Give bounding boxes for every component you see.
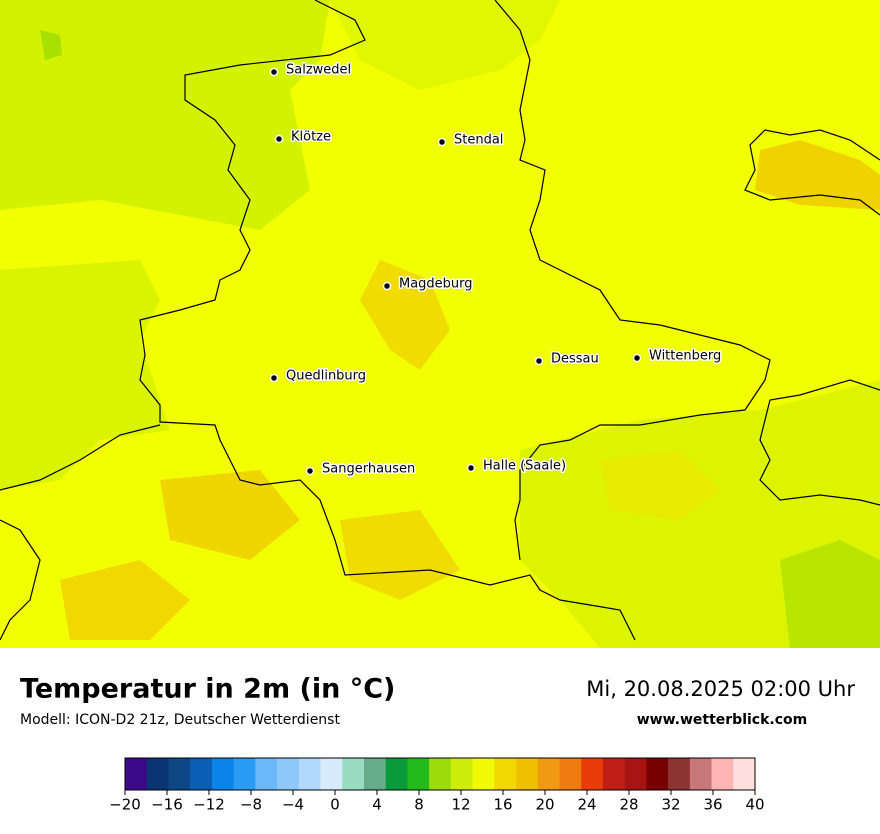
colorbar-segment: [385, 758, 408, 790]
colorbar-tick-label: 36: [703, 796, 722, 814]
city-dot: [269, 373, 279, 383]
colorbar-segment: [211, 758, 234, 790]
colorbar-tick-label: 32: [661, 796, 680, 814]
city-label: Stendal: [454, 133, 503, 148]
colorbar-segment: [516, 758, 539, 790]
colorbar-segment: [342, 758, 365, 790]
colorbar-frame: [124, 757, 756, 791]
colorbar-segment: [146, 758, 169, 790]
city-label: Dessau: [551, 352, 599, 367]
colorbar-segment: [277, 758, 300, 790]
colorbar-tick-label: 0: [330, 796, 340, 814]
model-source: Modell: ICON-D2 21z, Deutscher Wetterdie…: [20, 712, 340, 728]
colorbar-segment: [407, 758, 430, 790]
city-dot: [305, 466, 315, 476]
colorbar-segment: [450, 758, 473, 790]
city-dot: [534, 356, 544, 366]
colorbar-segment: [602, 758, 625, 790]
colorbar-tick-label: −4: [282, 796, 304, 814]
colorbar-segment: [711, 758, 734, 790]
city-dot: [274, 134, 284, 144]
colorbar-tick-label: −16: [151, 796, 183, 814]
city-dot: [382, 281, 392, 291]
city-label: Sangerhausen: [322, 462, 415, 477]
colorbar-tick-label: 12: [451, 796, 470, 814]
colorbar-tick-label: −8: [240, 796, 262, 814]
colorbar-segment: [624, 758, 647, 790]
city-label: Salzwedel: [286, 63, 351, 78]
forecast-time: Mi, 20.08.2025 02:00 Uhr: [586, 677, 855, 701]
website: www.wetterblick.com: [637, 712, 808, 728]
colorbar-tick-label: −12: [193, 796, 225, 814]
city-dot: [437, 137, 447, 147]
colorbar-segment: [581, 758, 604, 790]
city-labels: Salzwedel Klötze Stendal Magdeburg Dessau Wit…: [269, 61, 723, 478]
colorbar-segment: [320, 758, 343, 790]
city-dot: [466, 463, 476, 473]
city-label: Wittenberg: [649, 349, 721, 364]
colorbar-segment: [472, 758, 495, 790]
colorbar-segment: [494, 758, 517, 790]
legend-panel: [0, 648, 880, 830]
city-label: Halle (Saale): [483, 459, 566, 474]
colorbar-segment: [559, 758, 582, 790]
colorbar-tick-label: 24: [577, 796, 596, 814]
colorbar-tick-label: 16: [493, 796, 512, 814]
colorbar-segment: [168, 758, 191, 790]
map-title: Temperatur in 2m (in °C): [20, 674, 395, 705]
colorbar-segment: [125, 758, 148, 790]
colorbar-tick-label: −20: [109, 796, 141, 814]
boundaries: [0, 0, 880, 641]
city-dot: [632, 353, 642, 363]
colorbar-tick-label: 8: [414, 796, 424, 814]
colorbar-tick-label: 4: [372, 796, 382, 814]
colorbar-segment: [537, 758, 560, 790]
city-label: Quedlinburg: [286, 369, 366, 384]
colorbar-segment: [363, 758, 386, 790]
colorbar-tick-label: 40: [745, 796, 764, 814]
colorbar-segment: [190, 758, 213, 790]
colorbar-segment: [646, 758, 669, 790]
colorbar-segment: [689, 758, 712, 790]
colorbar: −20 −16 −12 −8 −4 0 4 8 12 16 20 24 28 32 36 40: [109, 757, 765, 814]
city-label: Klötze: [291, 130, 331, 145]
colorbar-tick-label: 20: [535, 796, 554, 814]
colorbar-segment: [429, 758, 452, 790]
colorbar-segment: [733, 758, 756, 790]
temperature-field: [0, 0, 880, 648]
colorbar-segment: [298, 758, 321, 790]
colorbar-segment: [233, 758, 256, 790]
city-dot: [269, 67, 279, 77]
colorbar-segment: [668, 758, 691, 790]
colorbar-tick-label: 28: [619, 796, 638, 814]
city-label: Magdeburg: [399, 277, 473, 292]
colorbar-segment: [255, 758, 278, 790]
